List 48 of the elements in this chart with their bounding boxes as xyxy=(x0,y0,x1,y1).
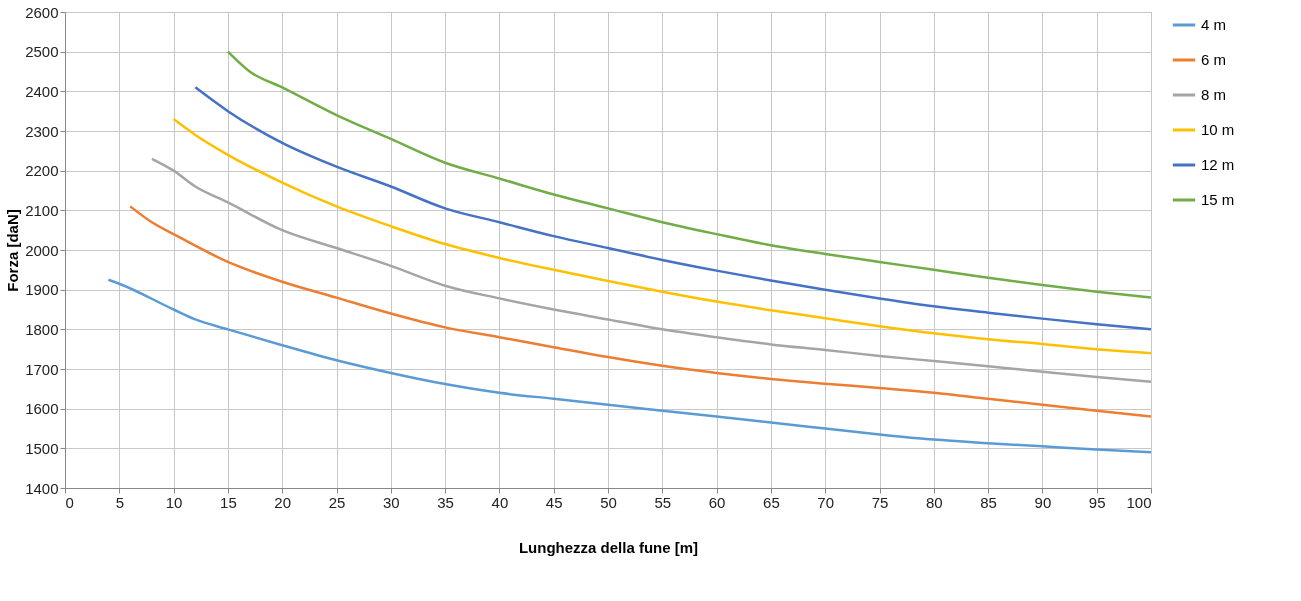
y-tick-label: 2300 xyxy=(25,122,59,140)
line-series xyxy=(128,205,1153,418)
x-tick-label: 60 xyxy=(708,493,726,511)
x-tick-label: 80 xyxy=(925,493,943,511)
line-series xyxy=(150,157,1153,383)
x-tick-label: 100 xyxy=(1126,493,1152,511)
legend-label: 12 m xyxy=(1201,156,1235,173)
legend-label: 15 m xyxy=(1201,191,1235,208)
x-tick-label: 65 xyxy=(763,493,780,511)
legend-label: 6 m xyxy=(1201,51,1227,68)
x-tick-label: 15 xyxy=(220,493,237,511)
line-series xyxy=(172,117,1153,355)
y-tick-label: 1700 xyxy=(25,360,59,378)
x-tick-label: 40 xyxy=(491,493,509,511)
x-tick-label: 10 xyxy=(165,493,183,511)
y-tick-label: 2600 xyxy=(25,3,59,21)
legend-label: 10 m xyxy=(1201,121,1235,138)
y-tick-label: 2400 xyxy=(25,82,59,100)
x-tick-label: 5 xyxy=(115,493,124,511)
y-tick-label: 2000 xyxy=(25,241,59,259)
x-axis-title: Lunghezza della fune [m] xyxy=(518,538,699,556)
line-series xyxy=(194,86,1153,331)
y-axis-title: Forza [daN] xyxy=(4,209,22,292)
y-tick-label: 1400 xyxy=(25,479,59,497)
x-tick-label: 95 xyxy=(1088,493,1106,511)
y-tick-label: 1500 xyxy=(25,439,59,457)
y-tick-label: 2500 xyxy=(25,43,59,61)
x-tick-label: 25 xyxy=(328,493,346,511)
y-tick-label: 1900 xyxy=(25,281,59,299)
x-tick-label: 55 xyxy=(654,493,672,511)
y-tick-label: 2100 xyxy=(25,201,59,219)
x-tick-label: 70 xyxy=(817,493,835,511)
x-tick-label: 50 xyxy=(600,493,617,511)
x-tick-label: 75 xyxy=(871,493,889,511)
legend-label: 8 m xyxy=(1201,86,1227,103)
x-tick-label: 0 xyxy=(65,493,74,511)
legend-label: 4 m xyxy=(1201,16,1227,33)
x-tick-label: 90 xyxy=(1034,493,1052,511)
x-tick-label: 30 xyxy=(382,493,400,511)
x-tick-label: 85 xyxy=(980,493,997,511)
x-tick-label: 35 xyxy=(437,493,454,511)
y-tick-label: 1800 xyxy=(25,320,59,338)
y-tick-label: 2200 xyxy=(25,162,59,180)
x-tick-label: 20 xyxy=(274,493,292,511)
line-series xyxy=(107,278,1153,454)
y-tick-label: 1600 xyxy=(25,400,59,418)
line-series xyxy=(226,50,1153,299)
x-tick-label: 45 xyxy=(545,493,563,511)
